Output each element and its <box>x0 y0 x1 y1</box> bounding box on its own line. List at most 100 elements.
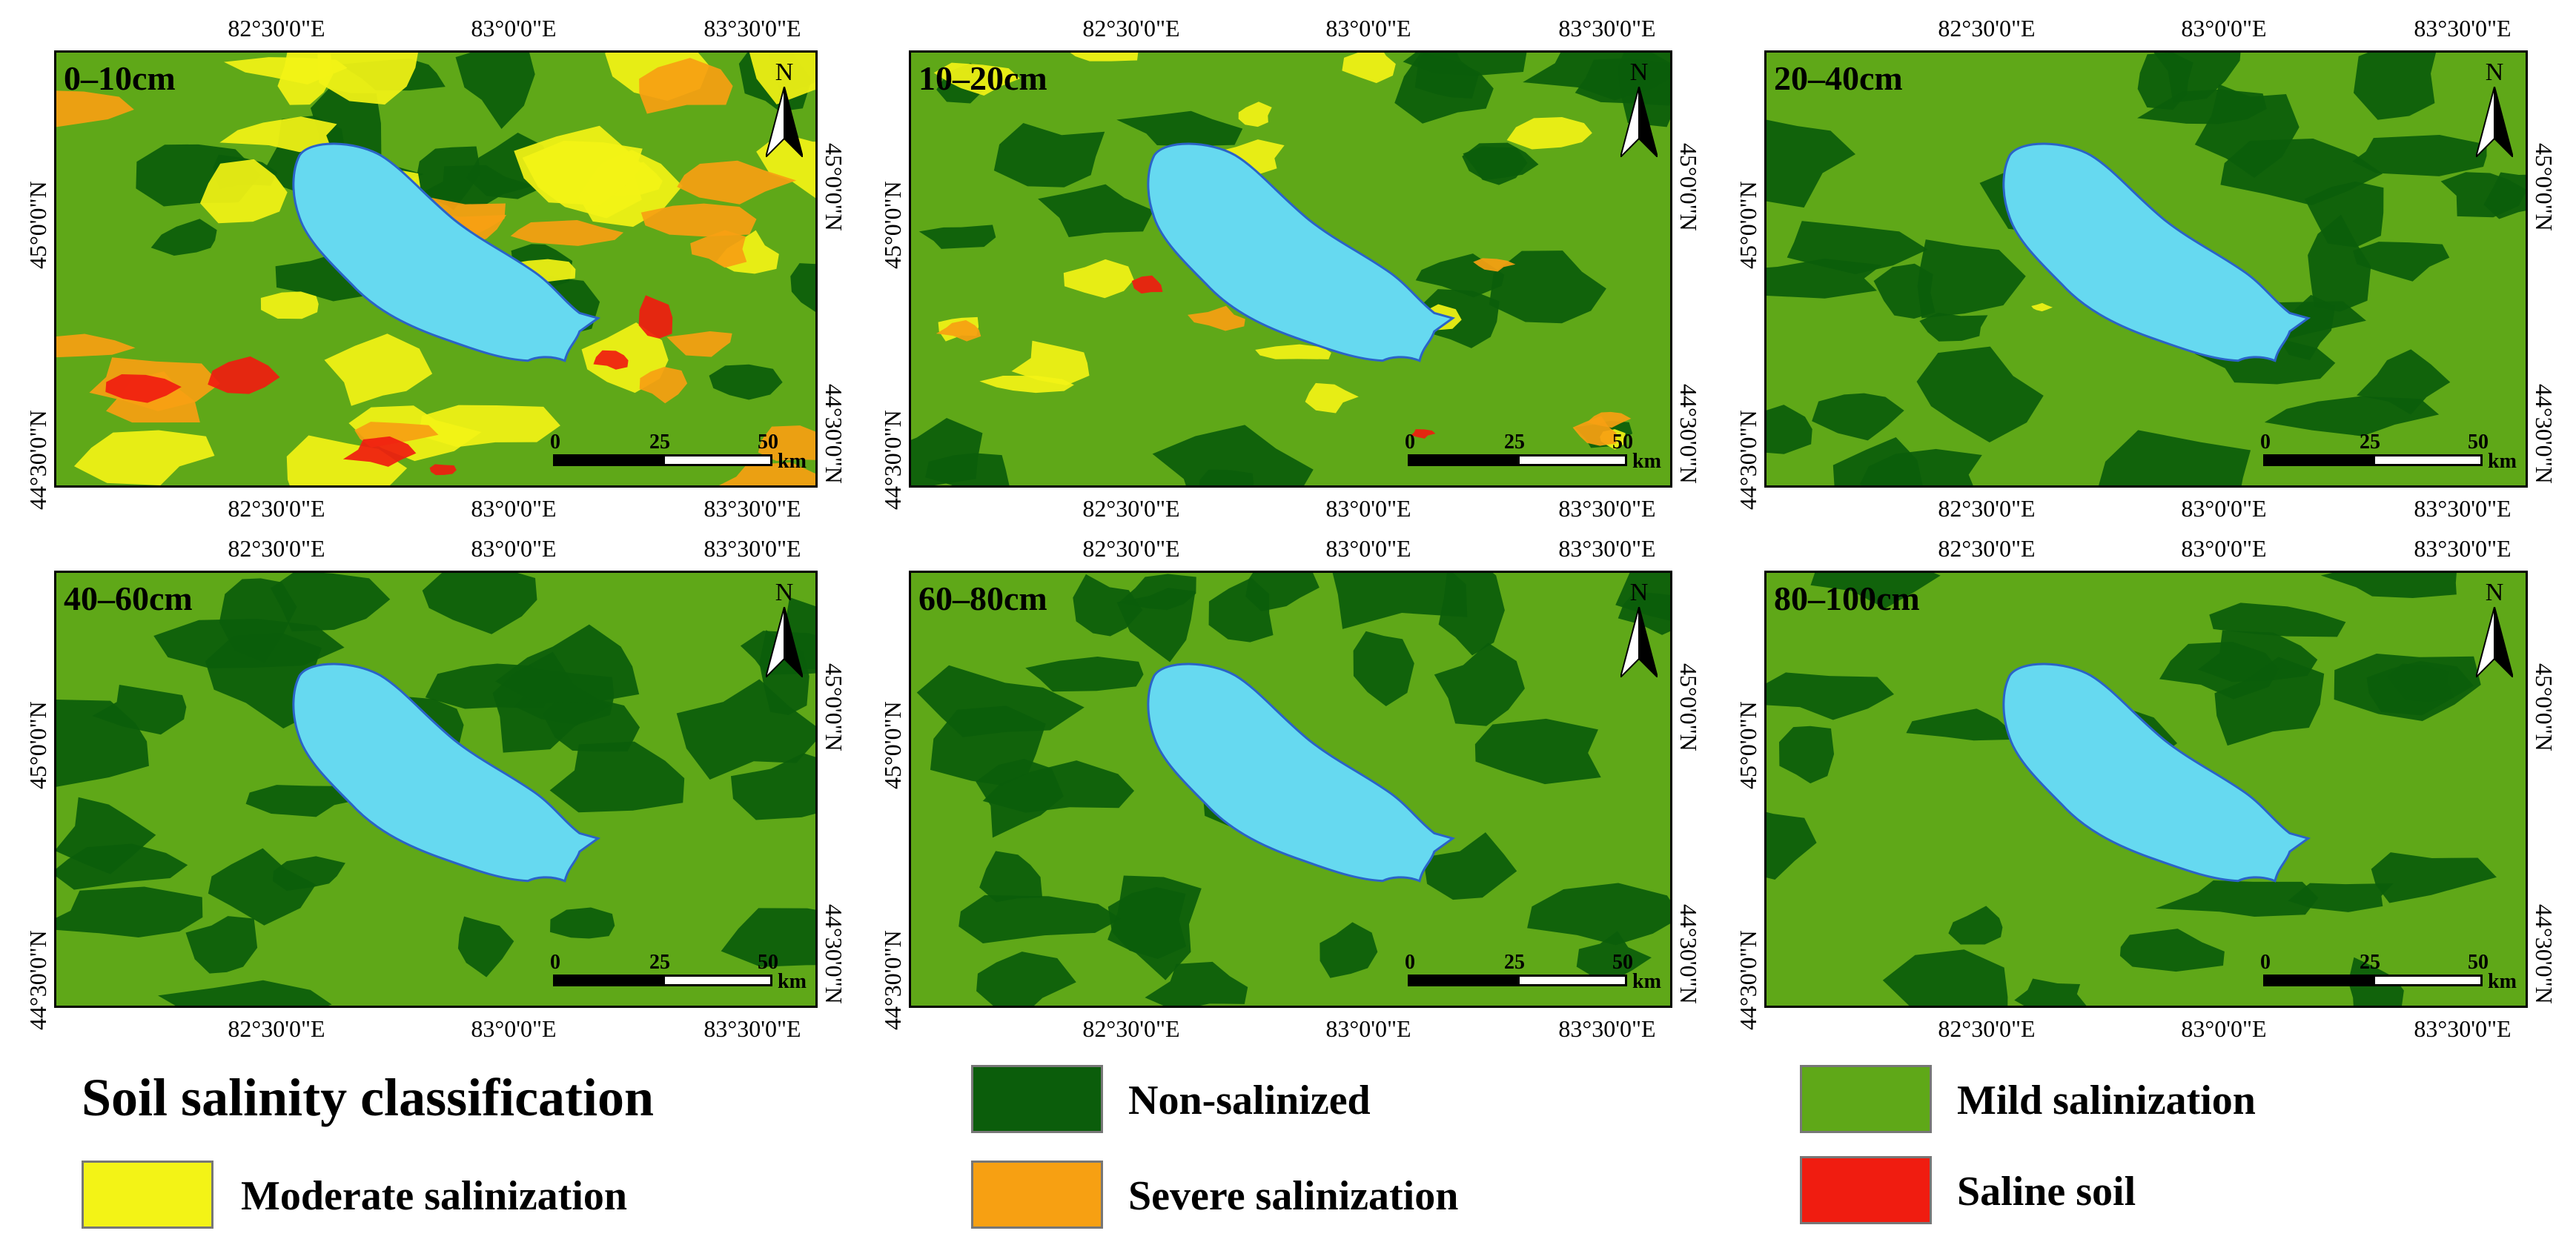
longitude-label-top: 82°30'0"E <box>1938 535 2036 562</box>
soil-patch <box>666 331 732 357</box>
soil-patch <box>1615 573 1670 621</box>
longitude-label-top: 83°0'0"E <box>471 535 557 562</box>
soil-patch <box>1238 102 1272 127</box>
legend-swatch-severe-salinization <box>971 1161 1103 1229</box>
latitude-label-left: 45°0'0"N <box>1735 181 1761 269</box>
soil-patch <box>1305 382 1359 414</box>
soil-patch <box>1506 117 1592 150</box>
soil-patch <box>510 219 624 246</box>
soil-patch <box>73 430 215 485</box>
soil-patch <box>549 741 685 813</box>
map-panel-1: 0–10cm N 0 25 50 km <box>54 50 818 488</box>
depth-label: 20–40cm <box>1774 59 1903 97</box>
soil-patch <box>1767 811 1817 880</box>
scale-label-25: 25 <box>2360 431 2380 454</box>
soil-patch <box>1342 53 1396 84</box>
depth-label: 80–100cm <box>1774 580 1920 617</box>
soil-patch <box>593 350 629 370</box>
scale-label-0: 0 <box>1405 951 1415 974</box>
scale-label-0: 0 <box>550 951 560 974</box>
scale-label-25: 25 <box>649 431 670 454</box>
soil-patch <box>1145 961 1248 1006</box>
longitude-label-bottom: 83°30'0"E <box>703 1015 801 1042</box>
scale-bar-graphic <box>1408 975 1627 986</box>
longitude-label-top: 83°0'0"E <box>1325 15 1411 42</box>
soil-patch <box>976 952 1076 1006</box>
salinity-map <box>56 573 815 1006</box>
soil-patch <box>1576 931 1652 979</box>
soil-patch <box>1107 875 1202 980</box>
latitude-label-right: 45°0'0"N <box>2531 663 2557 751</box>
longitude-label-bottom: 82°30'0"E <box>228 1015 325 1042</box>
soil-patch <box>749 53 815 104</box>
longitude-label-bottom: 82°30'0"E <box>228 495 325 522</box>
scale-label-50: 50 <box>758 431 778 454</box>
longitude-label-top: 82°30'0"E <box>1082 535 1180 562</box>
longitude-label-bottom: 83°0'0"E <box>1325 1015 1411 1042</box>
soil-patch <box>1070 53 1139 62</box>
soil-patch <box>185 916 258 974</box>
soil-patch <box>1919 312 1988 342</box>
longitude-label-top: 83°0'0"E <box>2181 15 2267 42</box>
lake <box>292 142 601 362</box>
scale-bar: 0 25 50 km <box>550 951 809 995</box>
soil-patch <box>2220 139 2383 205</box>
longitude-label-top: 82°30'0"E <box>228 15 325 42</box>
soil-patch <box>199 159 288 224</box>
soil-patch <box>150 219 217 256</box>
scale-label-25: 25 <box>1504 431 1525 454</box>
scale-unit: km <box>1632 450 1661 473</box>
soil-patch <box>1131 275 1163 294</box>
soil-patch <box>2352 242 2450 282</box>
north-arrow-icon: N <box>1617 579 1661 683</box>
longitude-label-bottom: 83°30'0"E <box>1558 1015 1656 1042</box>
soil-patch <box>1618 53 1670 127</box>
north-label: N <box>775 579 794 606</box>
soil-patch <box>1463 146 1528 185</box>
soil-patch <box>976 759 1064 838</box>
north-label: N <box>775 59 794 86</box>
north-arrow-icon: N <box>762 59 807 162</box>
soil-patch <box>2159 641 2279 700</box>
soil-patch <box>1213 139 1285 176</box>
soil-patch <box>1116 110 1243 147</box>
soil-patch <box>2440 172 2526 218</box>
soil-patch <box>1882 949 2008 1006</box>
longitude-label-bottom: 82°30'0"E <box>1938 495 2036 522</box>
scale-label-0: 0 <box>2260 951 2271 974</box>
soil-patch <box>640 203 757 237</box>
soil-patch <box>2155 880 2319 917</box>
scale-label-25: 25 <box>2360 951 2380 974</box>
soil-patch <box>2288 883 2394 912</box>
legend-swatch-non-salinized <box>971 1065 1103 1133</box>
map-panel-2: 10–20cm N 0 25 50 km <box>909 50 1672 488</box>
soil-patch <box>1423 832 1517 900</box>
longitude-label-bottom: 83°30'0"E <box>703 495 801 522</box>
legend-label: Saline soil <box>1957 1169 2136 1215</box>
soil-patch <box>277 53 334 105</box>
soil-patch <box>958 894 1122 943</box>
longitude-label-top: 83°30'0"E <box>703 15 801 42</box>
soil-patch <box>2308 214 2371 312</box>
scale-unit: km <box>1632 970 1661 993</box>
salinity-map <box>56 53 815 485</box>
soil-patch <box>2014 978 2087 1006</box>
soil-patch <box>1208 577 1274 643</box>
longitude-label-top: 82°30'0"E <box>1938 15 2036 42</box>
soil-patch <box>709 364 783 400</box>
scale-label-50: 50 <box>1612 431 1633 454</box>
soil-patch <box>422 165 534 205</box>
soil-patch <box>429 464 457 476</box>
soil-patch <box>2153 53 2241 103</box>
soil-patch <box>495 624 640 704</box>
soil-patch <box>153 618 345 668</box>
scale-bar: 0 25 50 km <box>2260 951 2519 995</box>
legend-label: Severe salinization <box>1128 1173 1459 1219</box>
soil-patch <box>1411 429 1436 439</box>
scale-bar: 0 25 50 km <box>1405 951 1663 995</box>
soil-patch <box>2214 657 2325 746</box>
legend-label: Moderate salinization <box>241 1173 628 1219</box>
latitude-label-right: 44°30'0"N <box>1675 904 1702 1004</box>
soil-patch <box>1810 573 1941 609</box>
north-label: N <box>2485 59 2504 86</box>
